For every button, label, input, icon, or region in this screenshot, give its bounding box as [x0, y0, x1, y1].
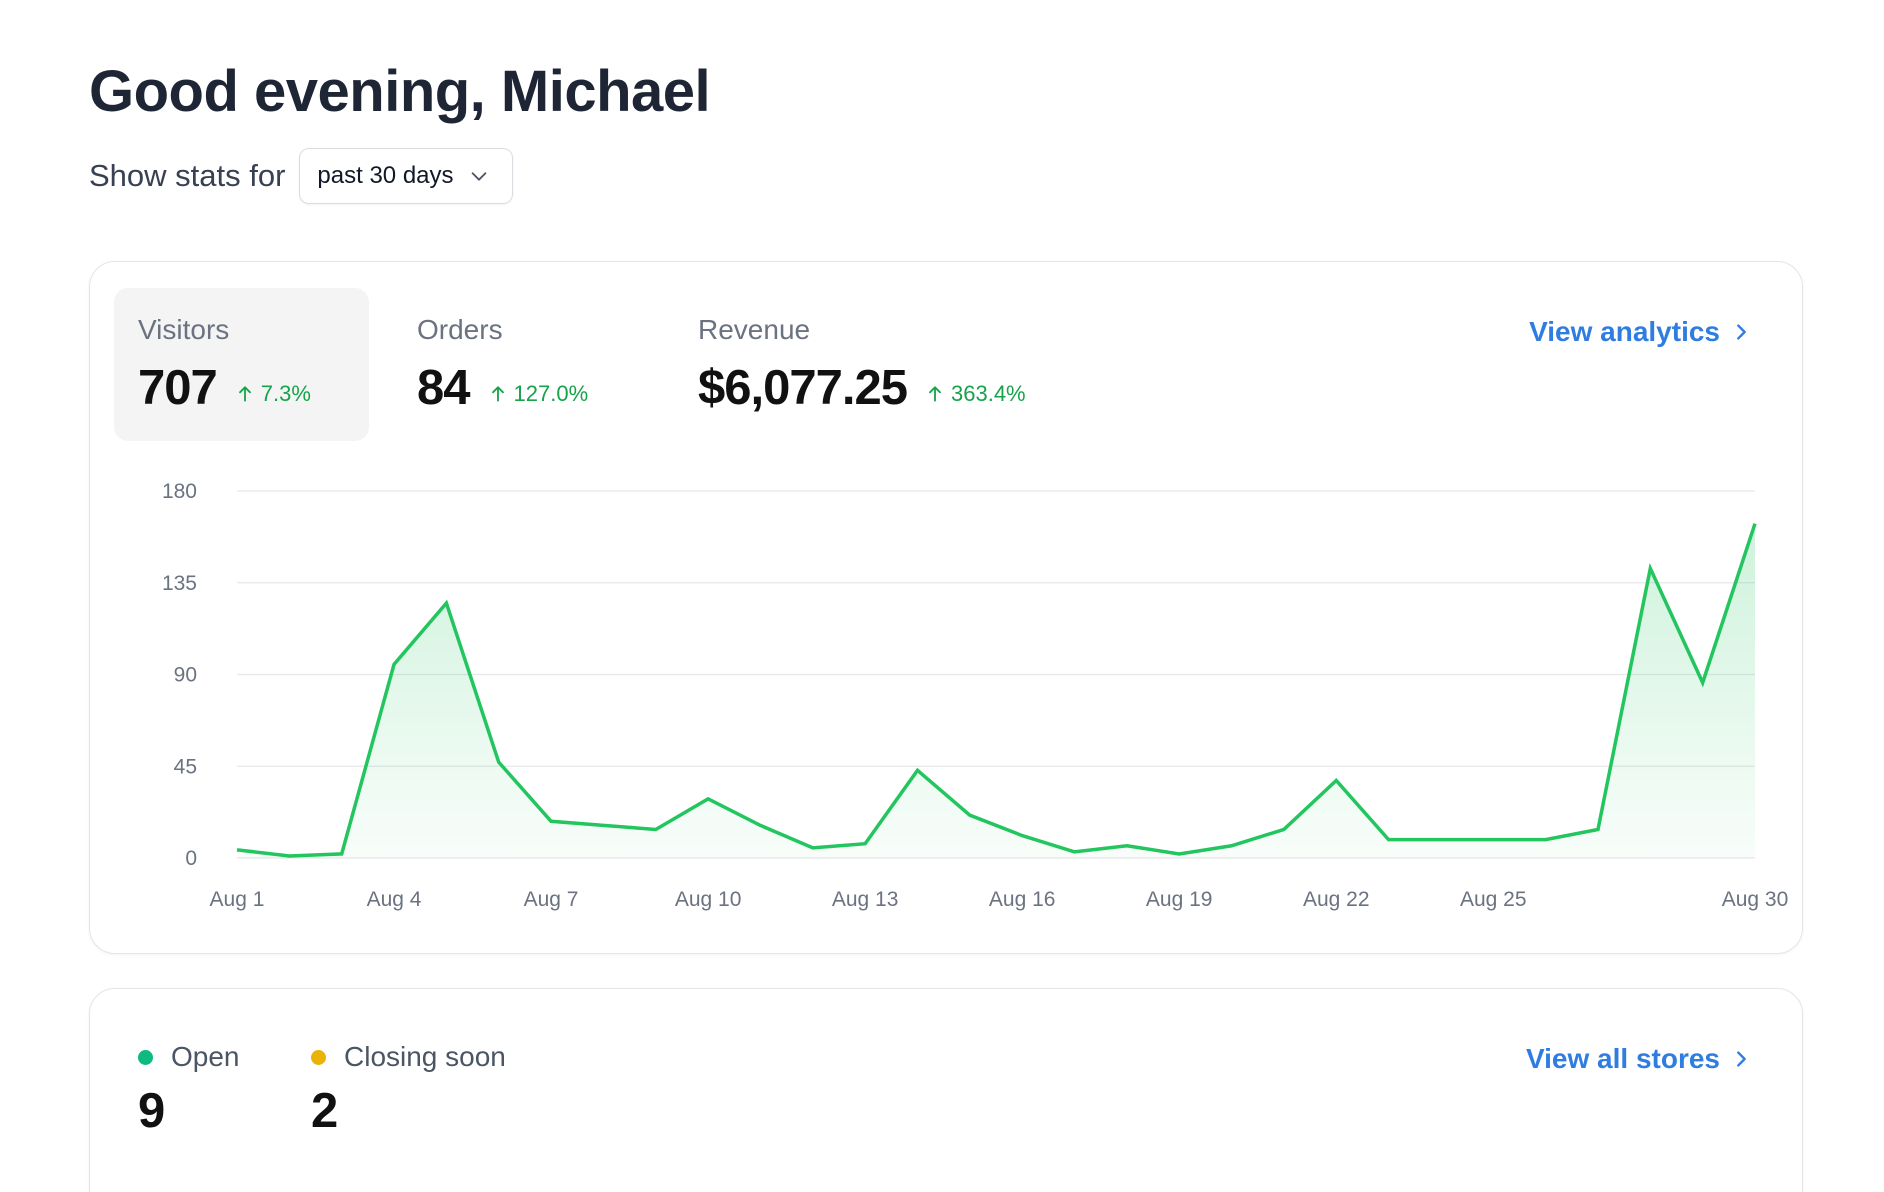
- metric-value: $6,077.25: [698, 361, 908, 415]
- y-tick-label: 0: [185, 847, 197, 870]
- metric-tab-revenue[interactable]: Revenue $6,077.25 363.4%: [674, 288, 1074, 441]
- status-dot-icon: [138, 1049, 153, 1065]
- arrow-up-icon: [929, 386, 941, 402]
- data-point: [496, 759, 502, 765]
- x-tick-label: Aug 4: [367, 888, 422, 911]
- data-point: [862, 841, 868, 847]
- data-point: [234, 847, 240, 853]
- x-tick-label: Aug 10: [675, 888, 742, 911]
- visitors-area-fill: [237, 523, 1755, 858]
- data-point: [653, 826, 659, 832]
- y-tick-label: 90: [174, 664, 197, 687]
- data-point: [705, 796, 711, 802]
- metric-value: 84: [417, 361, 471, 415]
- date-range-value: past 30 days: [317, 162, 454, 189]
- chevron-down-icon: [471, 172, 486, 181]
- store-stat-value: 2: [311, 1084, 339, 1138]
- data-point: [1176, 851, 1182, 857]
- data-point: [967, 812, 973, 818]
- metric-change-value: 363.4%: [951, 381, 1026, 406]
- metric-change: 127.0%: [488, 381, 589, 407]
- metric-change-value: 127.0%: [513, 381, 589, 406]
- x-tick-label: Aug 30: [1722, 888, 1789, 911]
- data-point: [914, 767, 920, 773]
- data-point: [286, 853, 292, 859]
- store-stat-open: Open 9: [138, 1041, 240, 1139]
- y-tick-label: 135: [162, 572, 197, 595]
- data-point: [757, 822, 763, 828]
- chevron-right-icon: [1737, 1051, 1746, 1067]
- data-point: [1595, 826, 1601, 832]
- data-point: [1490, 837, 1496, 843]
- data-point: [1543, 837, 1549, 843]
- data-point: [1386, 837, 1392, 843]
- page-title: Good evening, Michael: [89, 59, 711, 124]
- metric-tab-visitors[interactable]: Visitors 707 7.3%: [114, 288, 369, 441]
- visitors-chart-svg: 0 45 90 135 180 Aug 1 Aug 4 Aug 7 Aug 10 Aug 13 A…: [162, 480, 1789, 911]
- data-point: [548, 818, 554, 824]
- data-point: [1700, 680, 1706, 686]
- view-all-stores-label: View all stores: [1525, 1043, 1720, 1074]
- date-range-select[interactable]: past 30 days: [299, 148, 513, 204]
- status-dot-icon: [311, 1049, 326, 1065]
- metric-value: 707: [138, 361, 218, 415]
- data-point: [1019, 833, 1025, 839]
- store-stat-label: Closing soon: [344, 1041, 506, 1072]
- arrow-up-icon: [238, 386, 251, 402]
- y-tick-label: 45: [174, 755, 197, 778]
- stores-card: Open 9 Closing soon 2 View all stores: [89, 988, 1803, 1192]
- metric-tab-orders[interactable]: Orders 84 127.0%: [393, 288, 653, 441]
- data-point: [1752, 521, 1758, 527]
- store-stat-closing-soon: Closing soon 2: [311, 1041, 506, 1139]
- data-point: [1647, 565, 1653, 571]
- data-point: [1072, 849, 1078, 855]
- metric-label: Orders: [417, 314, 503, 345]
- data-point: [1124, 843, 1130, 849]
- data-point: [600, 822, 606, 828]
- x-tick-label: Aug 7: [524, 888, 579, 911]
- metric-change: 7.3%: [235, 381, 311, 407]
- data-point: [1281, 826, 1287, 832]
- store-stat-value: 9: [138, 1084, 166, 1138]
- data-point: [391, 661, 397, 667]
- analytics-card: 0 45 90 135 180 Aug 1 Aug 4 Aug 7 Aug 10 Aug 13 A…: [89, 261, 1803, 954]
- x-tick-label: Aug 13: [832, 888, 899, 911]
- metric-label: Visitors: [138, 314, 230, 345]
- data-point: [1333, 778, 1339, 784]
- view-all-stores-link[interactable]: View all stores: [1526, 1043, 1752, 1075]
- x-tick-label: Aug 16: [989, 888, 1056, 911]
- x-tick-label: Aug 22: [1303, 888, 1370, 911]
- metric-change: 363.4%: [925, 381, 1026, 407]
- stats-filter-label: Show stats for: [89, 158, 286, 193]
- chevron-right-icon: [1737, 324, 1746, 340]
- data-point: [339, 851, 345, 857]
- metric-label: Revenue: [698, 314, 811, 345]
- view-analytics-link[interactable]: View analytics: [1529, 316, 1752, 348]
- data-point: [1229, 843, 1235, 849]
- view-analytics-label: View analytics: [1529, 316, 1720, 347]
- stats-filter-row: Show stats for past 30 days: [89, 148, 513, 204]
- data-point: [1438, 837, 1444, 843]
- visitors-chart: 0 45 90 135 180 Aug 1 Aug 4 Aug 7 Aug 10 Aug 13 A…: [90, 262, 1804, 955]
- metric-change-value: 7.3%: [260, 381, 311, 406]
- data-point: [810, 845, 816, 851]
- visitors-series-line: [236, 523, 1757, 858]
- store-stat-label: Open: [171, 1041, 240, 1072]
- x-tick-label: Aug 19: [1146, 888, 1213, 911]
- x-tick-label: Aug 25: [1460, 888, 1527, 911]
- x-tick-label: Aug 1: [210, 888, 265, 911]
- data-point: [443, 600, 449, 606]
- y-tick-label: 180: [162, 480, 197, 503]
- arrow-up-icon: [491, 386, 504, 402]
